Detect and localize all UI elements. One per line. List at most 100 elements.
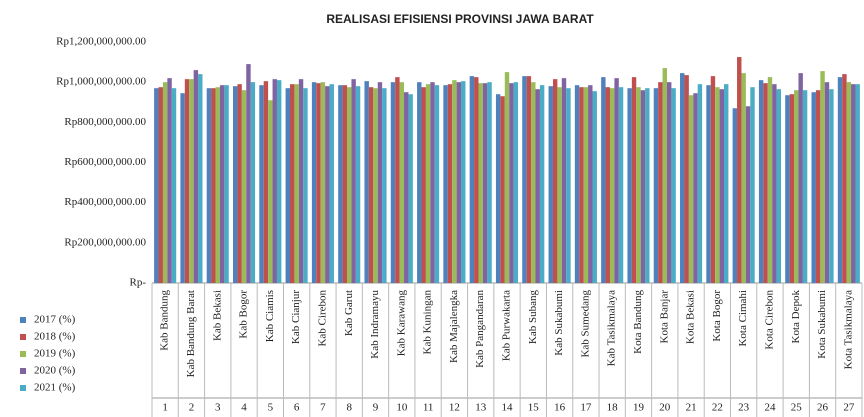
category-number: 26: [817, 402, 829, 414]
category-number: 23: [738, 402, 750, 414]
bar: [548, 86, 553, 283]
bar: [636, 87, 641, 283]
bar: [390, 82, 396, 284]
bar: [772, 84, 777, 283]
category-number: 14: [502, 402, 514, 414]
bar: [180, 93, 185, 284]
bar: [487, 82, 492, 284]
bar: [495, 94, 501, 283]
bar: [741, 73, 746, 283]
category-number: 24: [764, 402, 776, 414]
x-tick-label: Kab Cianjur: [290, 290, 302, 344]
bar: [193, 70, 199, 283]
bar: [706, 85, 711, 283]
bar: [316, 83, 321, 283]
x-tick-label: Kab Bandung Barat: [185, 290, 197, 377]
bar: [802, 90, 808, 283]
bar: [767, 77, 773, 283]
bar: [732, 108, 738, 284]
x-tick-label: Kab Cirebon: [316, 290, 328, 347]
legend-swatch: [20, 368, 26, 374]
category-number: 25: [791, 402, 803, 414]
bar: [443, 85, 448, 283]
bar: [811, 92, 816, 283]
x-tick-label: Kota Bogor: [711, 290, 723, 342]
legend-label: 2019 (%): [34, 348, 76, 360]
bar: [478, 83, 483, 283]
bar: [557, 87, 562, 283]
bar: [666, 82, 672, 284]
bar: [851, 84, 856, 283]
bar: [329, 84, 334, 283]
bar: [272, 79, 277, 283]
bar: [461, 81, 466, 283]
category-number: 15: [528, 402, 540, 414]
bar: [224, 85, 229, 283]
bar: [259, 85, 264, 283]
bar: [237, 84, 242, 283]
bar: [684, 75, 689, 283]
x-tick-label: Kota Sukabumi: [816, 290, 828, 359]
bar: [377, 82, 383, 284]
x-tick-label: Kab Indramayu: [369, 290, 381, 359]
bar: [482, 83, 488, 283]
bar: [241, 90, 247, 283]
bar: [263, 81, 269, 283]
bar: [588, 85, 593, 283]
x-tick-label: Kab Pangandaran: [474, 290, 486, 368]
bar: [294, 84, 299, 283]
bar: [447, 84, 453, 283]
bar: [561, 78, 567, 284]
y-tick-label: Rp400,000,000.00: [64, 196, 146, 208]
bar: [347, 87, 352, 283]
x-tick-label: Kab Bogor: [238, 290, 250, 339]
bar: [824, 82, 830, 284]
x-tick-label: Kab Ciamis: [264, 290, 276, 342]
bar: [645, 88, 650, 283]
bar: [789, 94, 795, 283]
bar: [474, 77, 479, 283]
bar: [285, 88, 291, 283]
bar: [601, 77, 606, 283]
bar: [430, 82, 435, 284]
x-tick-label: Kab Karawang: [395, 290, 407, 357]
bar: [750, 87, 755, 283]
bar: [421, 87, 426, 283]
bar: [425, 84, 431, 283]
bar: [452, 80, 457, 284]
bar: [592, 91, 597, 284]
bar: [250, 82, 256, 284]
category-number: 17: [580, 402, 592, 414]
category-number: 1: [162, 402, 168, 414]
x-tick-label: Kota Cimahi: [737, 290, 749, 347]
x-tick-label: Kota Depok: [790, 290, 802, 344]
bar: [382, 88, 387, 283]
bar: [614, 78, 619, 284]
bar: [298, 79, 304, 283]
bar: [184, 79, 190, 283]
bar: [574, 85, 580, 283]
legend-label: 2021 (%): [34, 382, 76, 394]
category-number: 11: [423, 402, 434, 414]
bar: [693, 93, 698, 284]
x-tick-label: Kota Tasikmalaya: [842, 290, 854, 369]
x-tick-label: Kab Kuningan: [422, 290, 434, 355]
bar: [364, 81, 369, 283]
bar: [198, 74, 203, 283]
y-tick-label: Rp800,000,000.00: [64, 116, 146, 128]
category-number: 16: [554, 402, 566, 414]
x-tick-label: Kab Subang: [527, 290, 539, 345]
bar: [211, 88, 216, 283]
bar: [373, 88, 378, 283]
bar: [609, 88, 615, 283]
category-number: 8: [346, 402, 352, 414]
bar: [399, 82, 405, 284]
bar: [408, 94, 413, 283]
bar: [268, 100, 273, 283]
bar: [509, 83, 514, 283]
category-number: 2: [189, 402, 195, 414]
bar: [815, 90, 821, 283]
x-tick-label: Kota Cirebon: [763, 290, 775, 350]
bar: [846, 82, 852, 284]
